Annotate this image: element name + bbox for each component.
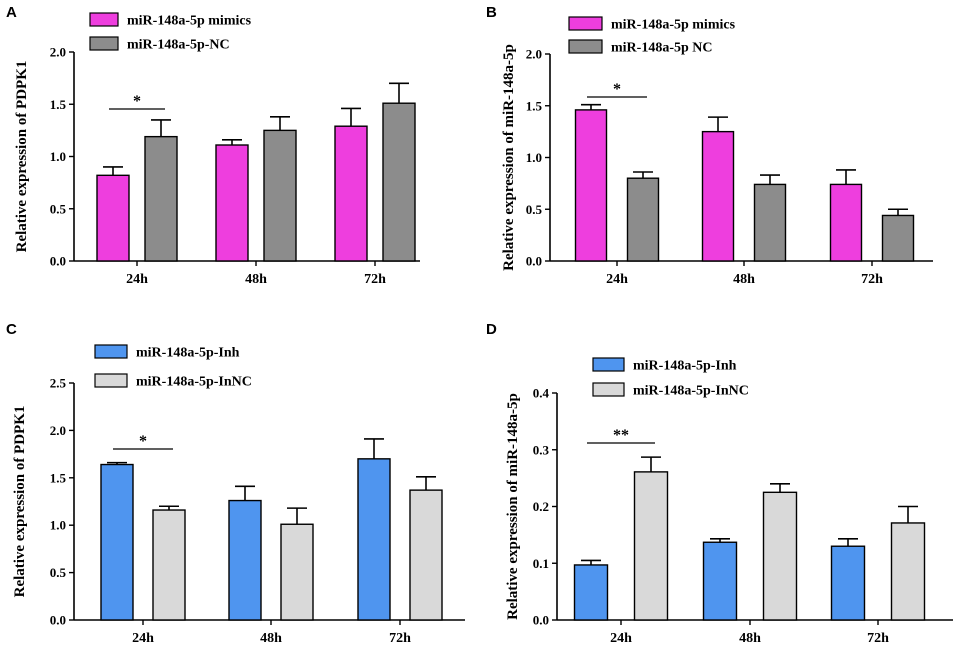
y-axis-title: Relative expression of PDPK1	[14, 61, 30, 253]
bar	[762, 491, 798, 621]
significance-label: *	[139, 433, 147, 450]
y-tick-label: 1.0	[50, 149, 66, 164]
legend-label: miR-148a-5p mimics	[127, 14, 252, 29]
x-tick-label: 48h	[260, 631, 282, 646]
bar	[633, 471, 669, 621]
y-tick-label: 2.0	[526, 47, 542, 62]
bar	[702, 541, 738, 621]
panel-label: C	[6, 321, 17, 338]
panel-b: B 0.0 0.5 1.0 1.5 2.0 Relative expression of m…	[486, 4, 933, 287]
y-axis-title: Relative expression of miR-148a-5p	[505, 393, 521, 620]
panel-a: A 0.0 0.5 1.0 1.5 2.0 Relative expression of P…	[6, 4, 420, 287]
bar	[574, 109, 608, 262]
y-tick-label: 0.5	[526, 202, 543, 217]
y-tick-label: 1.5	[526, 98, 543, 113]
y-tick-label: 0.3	[533, 442, 550, 457]
panel-label: D	[486, 321, 497, 338]
y-axis-title: Relative expression of miR-148a-5p	[501, 44, 517, 271]
legend-swatch	[89, 12, 119, 27]
bar	[573, 564, 609, 621]
y-tick-label: 0.0	[526, 254, 542, 269]
x-tick-label: 72h	[861, 272, 883, 287]
panel-d: D 0.0 0.1 0.2 0.3 0.4 Relative expression of m…	[486, 321, 953, 646]
significance-label: *	[133, 93, 141, 110]
legend-swatch	[89, 36, 119, 51]
y-tick-label: 0.5	[50, 201, 67, 216]
panel-label: A	[6, 4, 17, 21]
bar	[334, 125, 368, 262]
significance-label: *	[613, 81, 621, 98]
x-tick-label: 24h	[606, 272, 628, 287]
legend-swatch	[592, 357, 625, 372]
legend-label: miR-148a-5p-Inh	[633, 359, 737, 374]
x-tick-label: 72h	[364, 272, 386, 287]
bar	[830, 545, 866, 621]
y-tick-label: 1.0	[50, 518, 66, 533]
legend-swatch	[94, 344, 128, 359]
y-tick-label: 0.4	[533, 386, 550, 401]
x-tick-label: 24h	[132, 631, 154, 646]
bar	[357, 458, 391, 621]
x-tick-label: 48h	[739, 631, 761, 646]
bar	[100, 463, 134, 621]
bar	[626, 177, 660, 262]
legend-swatch	[592, 382, 625, 397]
y-tick-label: 0.0	[533, 613, 549, 628]
y-tick-label: 0.0	[50, 254, 66, 269]
x-tick-label: 48h	[733, 272, 755, 287]
significance-label: **	[613, 427, 629, 444]
bar	[152, 509, 186, 621]
panel-c: C 0.0 0.5 1.0 1.5 2.0 2.5 Relative expression o…	[6, 321, 465, 646]
y-tick-label: 1.5	[50, 97, 67, 112]
legend-swatch	[568, 39, 603, 54]
y-tick-label: 0.1	[533, 556, 549, 571]
bar	[409, 489, 443, 621]
bar	[96, 174, 130, 262]
legend-swatch	[94, 373, 128, 388]
bar	[829, 183, 863, 262]
y-tick-label: 2.0	[50, 45, 66, 60]
y-axis-title: Relative expression of PDPK1	[12, 406, 28, 598]
panel-label: B	[486, 4, 497, 21]
y-tick-label: 1.0	[526, 150, 542, 165]
legend-label: miR-148a-5p-Inh	[136, 346, 240, 361]
legend-label: miR-148a-5p NC	[611, 41, 713, 56]
bar	[263, 129, 297, 262]
legend-label: miR-148a-5p-InNC	[136, 375, 252, 390]
y-tick-label: 2.0	[50, 423, 66, 438]
bar	[881, 214, 915, 262]
bar	[753, 183, 787, 262]
y-tick-label: 2.5	[50, 376, 67, 391]
y-tick-label: 1.5	[50, 470, 67, 485]
bar	[382, 102, 416, 262]
bar	[280, 523, 314, 621]
bar	[228, 499, 262, 621]
x-tick-label: 72h	[867, 631, 889, 646]
y-tick-label: 0.2	[533, 499, 549, 514]
y-tick-label: 0.0	[50, 613, 66, 628]
legend-swatch	[568, 16, 603, 31]
legend-label: miR-148a-5p mimics	[611, 18, 736, 33]
x-tick-label: 24h	[126, 272, 148, 287]
bar	[890, 522, 926, 621]
legend-label: miR-148a-5p-NC	[127, 38, 230, 53]
bar	[144, 135, 178, 262]
x-tick-label: 48h	[245, 272, 267, 287]
x-tick-label: 24h	[610, 631, 632, 646]
x-tick-label: 72h	[389, 631, 411, 646]
legend-label: miR-148a-5p-InNC	[633, 384, 749, 399]
y-tick-label: 0.5	[50, 565, 67, 580]
bar	[701, 130, 735, 262]
bar	[215, 144, 249, 262]
